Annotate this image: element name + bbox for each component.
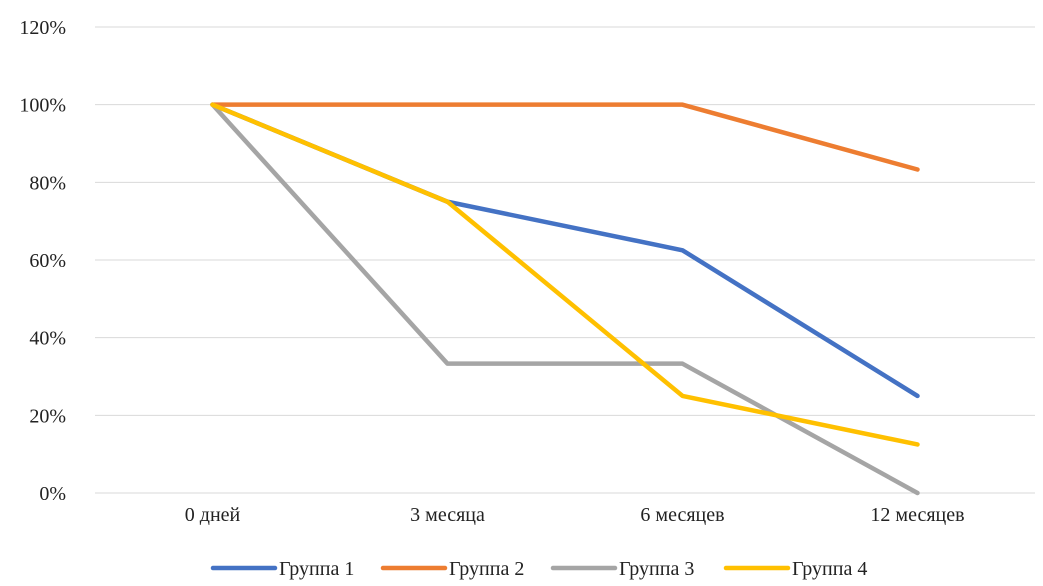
legend-label: Группа 1	[279, 558, 354, 580]
x-tick-label: 12 месяцев	[870, 504, 964, 526]
y-tick-label: 20%	[29, 405, 66, 427]
x-tick-label: 6 месяцев	[640, 504, 724, 526]
y-tick-label: 60%	[29, 250, 66, 272]
series-line-3	[210, 102, 920, 496]
series-line-4	[210, 102, 920, 447]
y-tick-label: 120%	[19, 17, 66, 39]
y-tick-label: 80%	[29, 172, 66, 194]
legend-label: Группа 2	[449, 558, 524, 580]
x-tick-label: 0 дней	[185, 504, 241, 526]
x-tick-label: 3 месяца	[410, 504, 485, 526]
y-tick-label: 40%	[29, 328, 66, 350]
y-axis-tick-labels: 0% 20% 40% 60% 80% 100% 120%	[19, 17, 66, 505]
series-line-2	[210, 102, 920, 172]
series-lines	[210, 102, 920, 496]
legend-label: Группа 4	[792, 558, 867, 580]
y-tick-label: 0%	[39, 483, 66, 505]
gridlines	[95, 26, 1035, 494]
x-axis-tick-labels: 0 дней 3 месяца 6 месяцев 12 месяцев	[185, 504, 965, 526]
legend: Группа 1 Группа 2 Группа 3 Группа 4	[210, 558, 867, 580]
y-tick-label: 100%	[19, 95, 66, 117]
legend-label: Группа 3	[619, 558, 694, 580]
